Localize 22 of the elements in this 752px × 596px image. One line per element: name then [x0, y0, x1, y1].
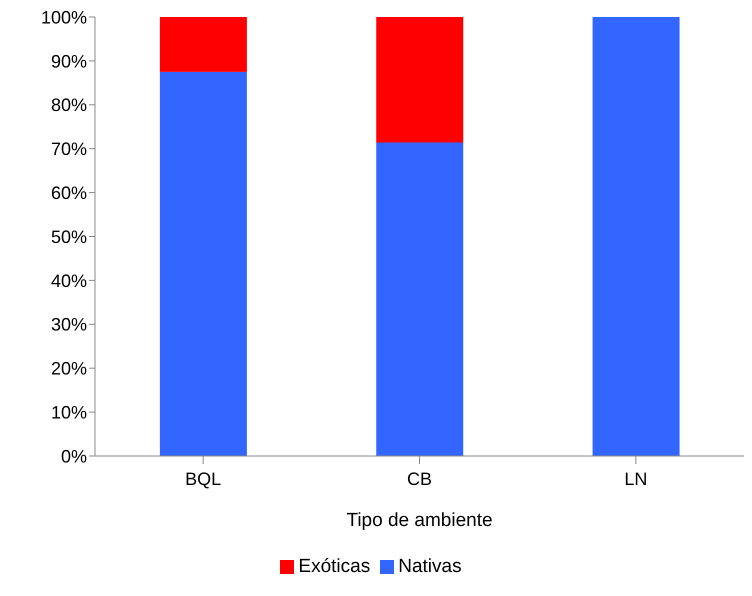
- legend-label: Nativas: [398, 556, 462, 577]
- y-tick-label: 90%: [50, 51, 87, 72]
- bar: [376, 142, 464, 456]
- bar: [592, 17, 680, 456]
- y-tick-label: 70%: [50, 139, 87, 160]
- y-tick-label: 10%: [50, 402, 87, 422]
- y-tick-label: 0%: [60, 446, 87, 466]
- x-tick-label: BQL: [185, 468, 222, 489]
- y-tick-label: 40%: [50, 270, 87, 291]
- y-tick-label: 100%: [40, 7, 87, 28]
- x-tick-label: CB: [406, 468, 432, 489]
- y-tick-label: 50%: [50, 226, 87, 247]
- y-tick-label: 60%: [50, 182, 87, 203]
- y-tick-label: 20%: [50, 358, 87, 379]
- bar: [160, 72, 247, 456]
- y-tick-label: 30%: [50, 314, 87, 335]
- bar: [376, 17, 464, 143]
- bar: [160, 17, 247, 72]
- x-tick-label: LN: [624, 468, 648, 489]
- x-axis-title: Tipo de ambiente: [346, 510, 493, 531]
- legend-label: Exóticas: [298, 556, 370, 577]
- y-tick-label: 80%: [50, 95, 87, 116]
